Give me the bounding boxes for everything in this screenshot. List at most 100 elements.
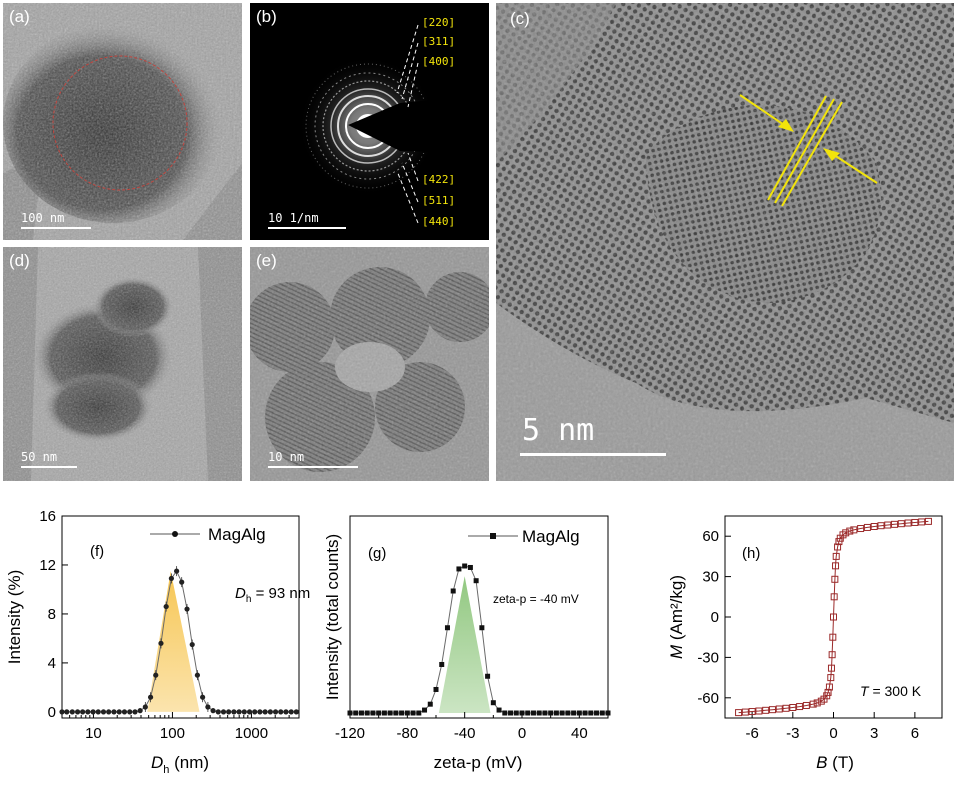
chart-g-legend-text: MagAlg: [522, 527, 580, 546]
chart-h-point: [782, 704, 790, 712]
chart-h-point: [748, 708, 756, 716]
chart-g-point: [565, 710, 571, 716]
chart-h-point: [904, 519, 912, 527]
chart-f-xlabel-main: D: [151, 753, 163, 772]
chart-f-point: [111, 709, 117, 715]
chart-h-point: [857, 525, 865, 533]
chart-g-point: [347, 710, 353, 716]
chart-h-ytick-label: -30: [697, 649, 719, 666]
hrtem-image: [496, 3, 954, 481]
chart-f-ytick-label: 4: [48, 655, 56, 672]
chart-g-label: (g): [368, 545, 386, 562]
panel-label-c: (c): [510, 9, 530, 28]
chart-g-xtick-label: -120: [335, 725, 365, 742]
chart-f-point: [100, 709, 107, 715]
chart-f-point: [168, 575, 174, 582]
chart-g-point: [358, 710, 364, 716]
chart-g-point: [450, 588, 456, 594]
chart-g-point: [582, 710, 588, 716]
chart-g-fill: [438, 576, 491, 713]
chart-f-point: [137, 708, 143, 714]
chart-h-xtick-label: 6: [911, 725, 919, 742]
panel-label-a: (a): [9, 7, 30, 26]
chart-f-point: [189, 641, 195, 648]
chart-g-point: [490, 700, 496, 706]
chart-h-point: [796, 703, 804, 711]
ring-label-422: [422]: [422, 173, 456, 186]
chart-h-point: [850, 526, 858, 534]
chart-h-point: [755, 707, 763, 715]
chart-h-xtick-label: 0: [829, 725, 837, 742]
chart-f: 10 100 1000 0 4 8 12 16 (f) MagAlg Dh = 93 nm D…: [5, 508, 310, 776]
chart-f-point: [226, 709, 232, 715]
chart-h-point: [828, 651, 836, 659]
chart-h-point: [911, 518, 919, 526]
chart-f-point: [272, 709, 279, 715]
chart-f-point: [132, 709, 138, 715]
panel-label-d: (d): [9, 251, 30, 270]
diffraction-pattern: [250, 3, 489, 240]
micrograph-e-image: [250, 247, 489, 481]
chart-g-point: [536, 710, 542, 716]
chart-h-ytick-label: 30: [702, 569, 719, 586]
micrograph-e: (e) 10 nm: [250, 247, 489, 481]
chart-h-point: [884, 521, 892, 529]
chart-f-point: [179, 579, 185, 585]
chart-h-point: [924, 517, 932, 525]
chart-f-point: [252, 709, 258, 715]
chart-g-point: [519, 710, 525, 716]
chart-f-point: [158, 640, 164, 646]
chart-h-xtick-label: 3: [870, 725, 878, 742]
chart-f-xtick-label: 100: [160, 725, 185, 742]
chart-h-point: [918, 518, 926, 526]
chart-f-point: [278, 709, 284, 715]
chart-g-point: [525, 710, 531, 716]
chart-h-point: [863, 523, 871, 531]
chart-g-point: [399, 710, 405, 716]
chart-h-point: [813, 699, 821, 707]
chart-g: -120 -80 -40 0 40 (g) MagAlg zeta-p = -40 mV…: [323, 515, 611, 772]
chart-f-xlabel-rest: (nm): [169, 753, 209, 772]
scale-label-d: 50 nm: [21, 450, 58, 464]
chart-h-ytick-label: -60: [697, 690, 719, 707]
chart-h-point: [842, 529, 850, 537]
chart-f-point: [293, 709, 299, 715]
chart-h-point: [825, 683, 833, 691]
chart-g-ylabel: Intensity (total counts): [323, 534, 342, 700]
chart-f-point: [69, 709, 75, 715]
chart-g-point: [427, 701, 433, 707]
ring-label-511: [511]: [422, 194, 456, 207]
chart-g-point: [479, 625, 485, 631]
chart-g-point: [513, 710, 519, 716]
chart-h-point: [831, 575, 839, 583]
chart-g-point: [444, 625, 450, 631]
chart-g-point: [456, 566, 462, 572]
chart-h-point: [768, 706, 776, 714]
chart-g-xtick-label: 0: [518, 725, 526, 742]
chart-f-point: [205, 704, 211, 710]
ring-label-311: [311]: [422, 35, 456, 48]
chart-g-point: [576, 710, 582, 716]
chart-g-annotation: zeta-p = -40 mV: [493, 592, 579, 606]
chart-g-frame: [349, 515, 609, 719]
chart-g-point: [542, 710, 548, 716]
chart-h-ytick-label: 0: [711, 609, 719, 626]
chart-g-point: [439, 661, 445, 667]
panel-label-e: (e): [256, 251, 277, 270]
chart-f-point: [257, 709, 263, 715]
chart-h-point: [832, 552, 840, 560]
chart-f-point: [283, 709, 289, 715]
chart-g-point: [410, 710, 416, 716]
chart-h-point: [824, 688, 832, 696]
chart-h-point: [827, 664, 835, 672]
chart-g-point: [387, 710, 393, 716]
scale-label-e: 10 nm: [268, 450, 305, 464]
scale-label-c: 5 nm: [522, 413, 595, 448]
chart-f-point: [116, 709, 122, 715]
chart-f-point: [64, 709, 70, 715]
chart-h-xtick-label: -6: [745, 725, 758, 742]
scale-bar-c: [520, 453, 666, 456]
chart-h-point: [891, 520, 899, 528]
